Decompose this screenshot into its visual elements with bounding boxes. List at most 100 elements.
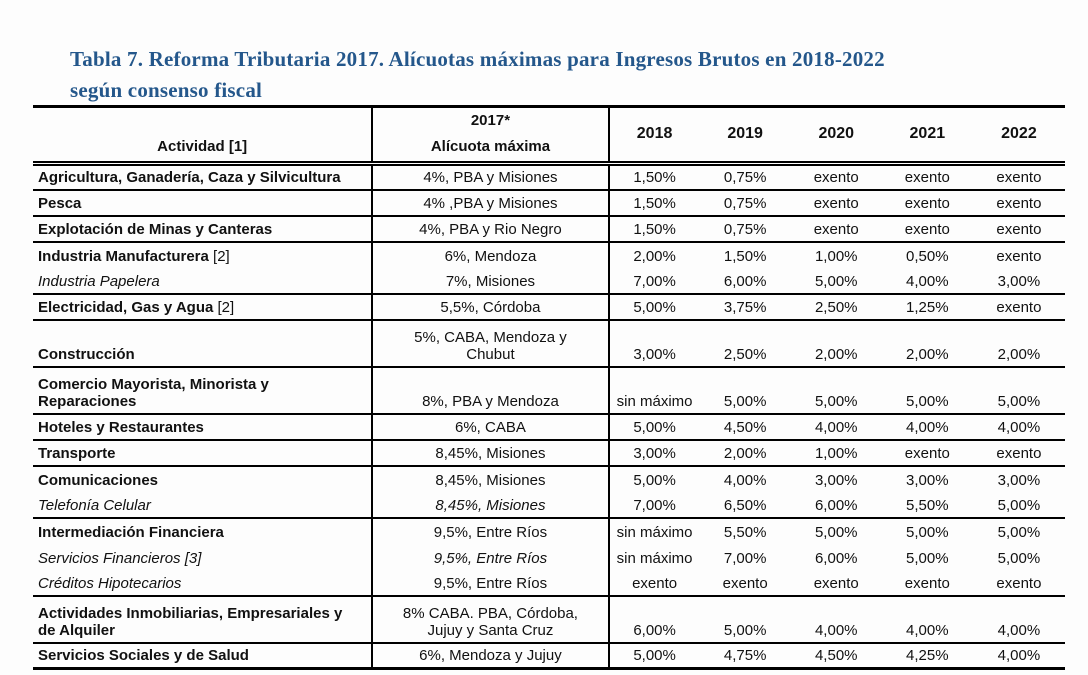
rate-cell-2021: exento	[904, 574, 950, 592]
footnote-ref: [2]	[208, 247, 230, 265]
max-rate-2017-cell: 5,5%, Córdoba	[372, 292, 610, 320]
column-header-2018: 2018	[608, 106, 700, 166]
rate-cell-2021: 5,00%	[881, 365, 973, 414]
rate-cell-2019: 3,75%	[699, 292, 791, 320]
activity-name: Servicios Financieros	[38, 549, 181, 567]
rate-cell-2020: 4,50%	[790, 641, 882, 669]
rate-cell-2018: 5,00%	[608, 641, 700, 669]
rate-cell-2019: 4,00%	[699, 464, 791, 492]
table-title-line1: Tabla 7. Reforma Tributaria 2017. Alícuo…	[70, 47, 885, 71]
rate-cell-2018: sin máximo	[608, 365, 700, 414]
rate-cell-2018: 3,00%	[608, 318, 700, 367]
rate-cell-2020: 6,00%	[814, 496, 858, 514]
max-rate-2017-cell: 8,45%, Misiones	[372, 464, 610, 492]
rate-cell-2018: 2,00%	[608, 240, 700, 268]
rate-cell-2020: 2,50%	[790, 292, 882, 320]
table-row: Hoteles y Restaurantes 6%, CABA 5,00% 4,50%…	[33, 412, 1065, 440]
column-header-2019: 2019	[699, 106, 791, 166]
activity-name: Intermediación Financiera	[38, 523, 224, 541]
column-header-2020: 2020	[790, 106, 882, 166]
rate-cell-2021: exento	[881, 162, 973, 190]
rate-cell-2022: 4,00%	[972, 594, 1065, 643]
rate-cell-2020: 5,00%	[814, 272, 858, 290]
rate-cell-2019: 5,00%	[699, 365, 791, 414]
activity-cell: Comercio Mayorista, Minorista y Reparaci…	[33, 365, 374, 414]
rate-cell-2021: 4,00%	[881, 594, 973, 643]
table-row: Telefonía Celular 8,45%, Misiones 7,00% 6,5…	[33, 491, 1065, 518]
rate-cell-2018: 1,50%	[608, 188, 700, 216]
activity-name: Hoteles y Restaurantes	[38, 418, 204, 436]
rate-cell-2019: 5,00%	[699, 594, 791, 643]
rate-cell-2020: 5,00%	[790, 365, 882, 414]
activity-cell: Agricultura, Ganadería, Caza y Silvicult…	[33, 162, 374, 190]
table-title-line2: según consenso fiscal	[70, 78, 263, 102]
table-row: Transporte 8,45%, Misiones 3,00% 2,00% 1,00%…	[33, 438, 1065, 466]
column-header-2022: 2022	[972, 106, 1065, 166]
activity-name: Actividades Inmobiliarias, Empresariales…	[38, 604, 343, 639]
max-rate-2017-cell: 9,5%, Entre Ríos	[372, 543, 610, 570]
activity-cell: Actividades Inmobiliarias, Empresariales…	[33, 594, 374, 643]
table-row: Créditos Hipotecarios 9,5%, Entre Ríos exe…	[33, 569, 1065, 596]
header-row: Actividad [1] 2017* Alícuota máxima 2018…	[33, 106, 1065, 166]
rate-cell-2022: 4,00%	[972, 412, 1065, 440]
activity-name: Comunicaciones	[38, 471, 159, 489]
rate-cell-2022: exento	[972, 438, 1065, 466]
rate-cell-2022: exento	[972, 188, 1065, 216]
rate-cell-2018: 5,00%	[608, 292, 700, 320]
max-rate-2017-cell: 9,5%, Entre Ríos	[372, 516, 610, 544]
activity-name: Industria Manufacturera	[38, 247, 209, 265]
rate-cell-2022: 5,00%	[972, 516, 1065, 544]
rate-cell-2020: 4,00%	[790, 412, 882, 440]
activity-cell: Comunicaciones	[33, 464, 374, 492]
rate-cell-2020: exento	[790, 162, 882, 190]
rate-cell-2022: exento	[972, 162, 1065, 190]
rate-cell-2018: sin máximo	[608, 516, 700, 544]
rate-cell-2021: 3,00%	[881, 464, 973, 492]
rate-cell-2018: 1,50%	[608, 214, 700, 242]
column-header-2017-year: 2017*	[470, 112, 511, 129]
rate-cell-2020: 4,00%	[790, 594, 882, 643]
max-rate-2017-cell: 7%, Misiones	[372, 267, 610, 294]
activity-cell: Construcción	[33, 318, 374, 367]
activity-name: Agricultura, Ganadería, Caza y Silvicult…	[38, 168, 341, 186]
max-rate-2017-cell: 8% CABA. PBA, Córdoba, Jujuy y Santa Cru…	[372, 594, 610, 643]
activity-cell: Intermediación Financiera	[33, 516, 374, 544]
rate-cell-2020: 1,00%	[790, 438, 882, 466]
rate-cell-2018: 1,50%	[608, 162, 700, 190]
rate-cell-2018: 5,00%	[608, 412, 700, 440]
rate-cell-2019: 6,50%	[723, 496, 767, 514]
activity-name: Telefonía Celular	[38, 496, 151, 514]
rate-cell-2021: 4,00%	[906, 272, 949, 290]
rate-cell-2018: 7,00%	[633, 272, 676, 290]
max-rate-2017-cell: 8,45%, Misiones	[372, 438, 610, 466]
table-row: Explotación de Minas y Canteras 4%, PBA y…	[33, 214, 1065, 242]
rate-cell-2019: 1,50%	[699, 240, 791, 268]
rate-cell-2019: 4,75%	[699, 641, 791, 669]
rate-cell-2019: 7,00%	[723, 549, 767, 567]
activity-cell: Servicios Financieros [3]	[33, 543, 374, 570]
rate-cell-2022: 2,00%	[972, 318, 1065, 367]
table-row: Electricidad, Gas y Agua [2] 5,5%, Córdob…	[33, 292, 1065, 320]
max-rate-2017-cell: 9,5%, Entre Ríos	[372, 569, 610, 596]
activity-name: Construcción	[38, 345, 135, 363]
rate-cell-2020: exento	[790, 214, 882, 242]
tax-rates-table: Actividad [1] 2017* Alícuota máxima 2018…	[33, 105, 1065, 670]
rate-cell-2022: 3,00%	[972, 464, 1065, 492]
table-row: Comunicaciones 8,45%, Misiones 5,00% 4,00% 3…	[33, 464, 1065, 492]
rate-cell-2021: 2,00%	[881, 318, 973, 367]
max-rate-2017-cell: 8%, PBA y Mendoza	[372, 365, 610, 414]
rate-cell-2019: 5,50%	[699, 516, 791, 544]
column-header-2021: 2021	[881, 106, 973, 166]
max-rate-2017-cell: 4%, PBA y Rio Negro	[372, 214, 610, 242]
rate-cell-2020: 5,00%	[790, 516, 882, 544]
rate-cell-2021: 5,50%	[906, 496, 949, 514]
activity-name: Industria Papelera	[38, 272, 160, 290]
rate-cell-2021: exento	[881, 214, 973, 242]
rate-cell-2022: exento	[972, 214, 1065, 242]
activity-cell: Hoteles y Restaurantes	[33, 412, 374, 440]
rate-cell-2019: 2,50%	[699, 318, 791, 367]
rate-cell-2019: 0,75%	[699, 188, 791, 216]
rate-cell-2019: exento	[722, 574, 768, 592]
activity-cell: Créditos Hipotecarios	[33, 569, 374, 596]
activity-cell: Industria Manufacturera [2]	[33, 240, 374, 268]
